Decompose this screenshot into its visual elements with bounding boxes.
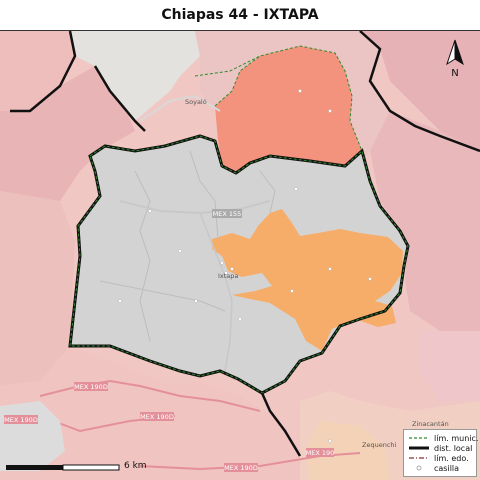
road-label-5: MEX 190D [224, 464, 258, 472]
legend-item-casilla: casilla [408, 463, 472, 473]
north-arrow: N [444, 38, 466, 78]
road-label-2: MEX 190D [74, 383, 108, 391]
muni-north-orange [215, 46, 362, 173]
road-shield-2 [74, 382, 108, 391]
district-border-n [93, 65, 146, 132]
muni-ixtapa [212, 209, 403, 351]
muni-west [0, 66, 135, 201]
road-shield-1 [212, 209, 242, 218]
district-border-ne [359, 31, 480, 153]
north-arrow-icon: N [446, 39, 464, 78]
place-label-soyalo: Soyaló [185, 98, 207, 106]
place-label-chicoasen: Chicoasén [58, 31, 92, 33]
road-label-3: MEX 190D [4, 416, 38, 424]
place-label-zinacantan: Zinacantán [412, 420, 449, 428]
dist-line-icon [409, 446, 429, 450]
muni-southeast [420, 331, 480, 401]
muni-soyalo-area [70, 31, 200, 121]
road-shield-3 [4, 415, 38, 424]
internal-line-2 [189, 150, 219, 240]
munic-line-icon [409, 437, 429, 439]
road-label-6: MEX 190 [306, 449, 335, 457]
map-frame: MEX 155 MEX 190D MEX 190D MEX 190D MEX 1… [0, 30, 480, 480]
legend-label-casilla: casilla [434, 463, 460, 473]
munic-limit-north [214, 45, 363, 152]
legend-item-edo: lím. edo. [408, 453, 472, 463]
road-label-1: MEX 155 [213, 210, 242, 218]
muni-east [370, 111, 480, 331]
road-shield-6 [306, 448, 334, 457]
map-title: Chiapas 44 - IXTAPA [161, 7, 319, 23]
scale-label: 6 km [124, 461, 147, 471]
munic-limit-soyalo [194, 55, 261, 77]
district-border-nw [10, 31, 77, 113]
legend-label-edo: lím. edo. [434, 453, 469, 463]
legend: lím. munic. dist. local lím. edo. casill… [403, 429, 478, 477]
road-soyalo [139, 94, 221, 122]
legend-label-munic: lím. munic. [434, 433, 479, 443]
place-label-larrainzar: Larráinzar [440, 31, 473, 33]
legend-item-dist: dist. local [408, 443, 472, 453]
internal-line-4 [99, 280, 226, 312]
casillas [118, 89, 372, 443]
casilla-icon [416, 465, 422, 471]
map-canvas: MEX 155 MEX 190D MEX 190D MEX 190D MEX 1… [0, 31, 480, 480]
scale-bar: 6 km [6, 461, 147, 472]
road-shield-4 [140, 412, 174, 421]
north-label: N [451, 68, 458, 78]
district-border-s [260, 392, 302, 457]
muni-zinacantan-inner [305, 421, 390, 480]
road-ixtapa-south [199, 212, 233, 372]
district-border-munic [69, 135, 409, 394]
road-label-4: MEX 190D [140, 413, 174, 421]
edo-line-icon [409, 457, 429, 459]
scale-bar-graphic [6, 464, 120, 471]
place-label-ixtapa: Ixtapa [218, 272, 238, 280]
road-shield-5 [224, 463, 258, 472]
legend-item-munic: lím. munic. [408, 433, 478, 443]
internal-line-1 [134, 170, 151, 342]
muni-west-lower [0, 191, 75, 386]
legend-label-dist: dist. local [434, 443, 473, 453]
internal-line-3 [259, 170, 276, 214]
place-label-zequenchi: Zequenchi [362, 441, 397, 449]
